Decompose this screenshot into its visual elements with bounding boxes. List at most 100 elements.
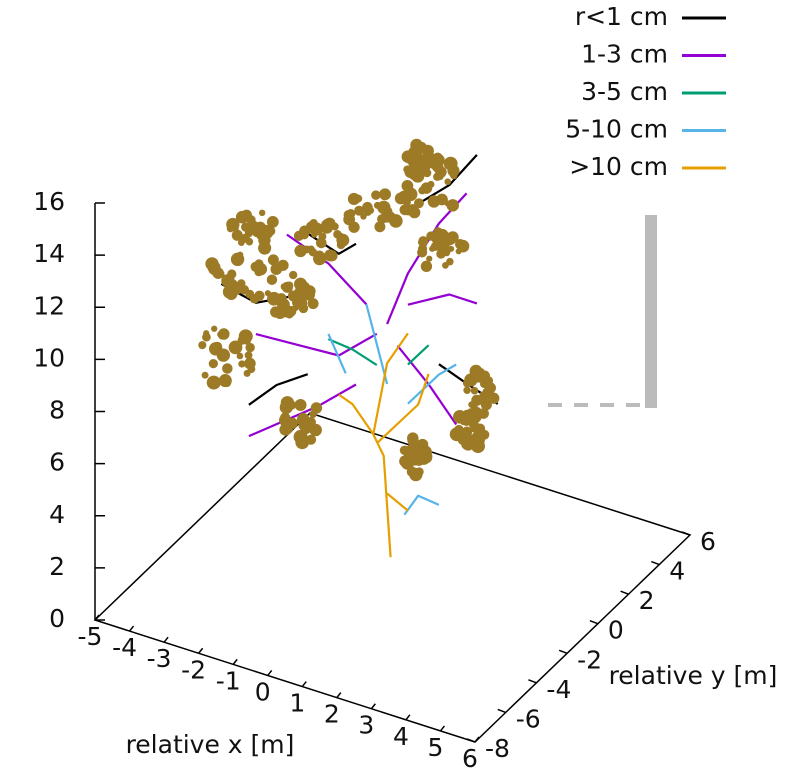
leaf (406, 154, 414, 162)
leaf (420, 260, 433, 272)
leaf (373, 201, 381, 209)
y-tick-label: -4 (546, 675, 571, 704)
leaf (468, 401, 476, 409)
gray-bar (645, 215, 657, 408)
leaf (228, 340, 243, 355)
y-tick-label: 6 (700, 527, 716, 556)
leaf (331, 222, 339, 231)
leaf (292, 298, 302, 308)
leaf (454, 238, 466, 250)
x-tick-label: 0 (255, 677, 271, 706)
leaf (198, 341, 207, 350)
x-tick (439, 725, 446, 732)
leaf (201, 371, 209, 379)
leaf (302, 245, 311, 254)
leaf (315, 237, 327, 249)
leaf (202, 332, 211, 342)
leaf (298, 303, 309, 314)
leaf (371, 190, 381, 200)
y-tick-label: -8 (485, 734, 510, 763)
base-plane (93, 412, 692, 743)
branch-line (327, 304, 457, 516)
leaf (326, 250, 338, 262)
leaf (244, 357, 256, 370)
leaf (245, 237, 254, 246)
leaf (216, 348, 231, 362)
leaf (286, 426, 293, 433)
leaf (412, 140, 420, 148)
x-tick-label: -3 (147, 644, 172, 673)
leaf (243, 369, 251, 377)
leaf (267, 254, 279, 266)
y-tick-label: -6 (516, 704, 541, 733)
x-tick (370, 703, 376, 710)
leaf (447, 235, 456, 245)
leaf (374, 221, 386, 233)
x-tick-label: 6 (462, 744, 478, 770)
leaf (408, 437, 415, 444)
x-tick (128, 625, 135, 632)
z-tick-label: 16 (33, 187, 65, 216)
leaf (461, 412, 472, 423)
leaf (294, 398, 307, 411)
leaf (307, 298, 319, 310)
leaf (231, 224, 239, 232)
leaf (314, 250, 325, 261)
leaf (245, 289, 255, 299)
x-tick-label: 3 (358, 711, 374, 740)
leaf (470, 386, 479, 395)
x-tick (198, 647, 204, 654)
leaf (381, 201, 388, 209)
leaf (428, 154, 442, 169)
foliage (198, 138, 500, 482)
legend-label: 1-3 cm (581, 40, 668, 69)
leaf (301, 285, 310, 294)
leaf (383, 216, 390, 223)
x-tick (474, 736, 480, 743)
leaf (211, 325, 218, 332)
x-tick-label: -2 (181, 655, 206, 684)
legend-label: >10 cm (569, 152, 668, 181)
leaf (399, 193, 408, 202)
x-tick (267, 669, 273, 676)
leaf (254, 262, 268, 276)
leaf (450, 171, 458, 180)
leaf (426, 147, 433, 154)
leaf (406, 466, 418, 477)
x-tick-label: 5 (428, 733, 444, 762)
leaf (218, 374, 232, 388)
x-tick-label: -4 (112, 633, 137, 662)
y-tick (651, 560, 660, 566)
leaf (426, 231, 436, 241)
x-tick (163, 636, 169, 643)
z-tick-label: 2 (49, 552, 65, 581)
leaf (444, 178, 452, 186)
leaf (258, 209, 266, 217)
branch-line (327, 338, 430, 367)
leaf (244, 351, 253, 360)
leaf (266, 274, 278, 285)
leaf (208, 359, 218, 369)
y-tick-label: 4 (669, 557, 685, 586)
leaf (252, 229, 260, 238)
z-tick-label: 12 (33, 291, 65, 320)
leaf (469, 364, 483, 378)
leaf (422, 168, 432, 178)
leaf (321, 218, 334, 232)
leaf (418, 236, 429, 247)
z-tick-label: 10 (33, 343, 65, 372)
leaf (436, 172, 444, 181)
leaf (448, 245, 455, 252)
leaf (399, 455, 412, 468)
x-tick (94, 614, 100, 621)
leaf (480, 398, 490, 408)
leaf (258, 234, 271, 247)
x-tick (232, 658, 238, 665)
leaf (363, 207, 373, 216)
leaf (222, 363, 233, 374)
y-axis-label: relative y [m] (609, 661, 778, 690)
leaf (379, 188, 391, 201)
leaf (236, 352, 244, 360)
leaf (310, 402, 323, 414)
